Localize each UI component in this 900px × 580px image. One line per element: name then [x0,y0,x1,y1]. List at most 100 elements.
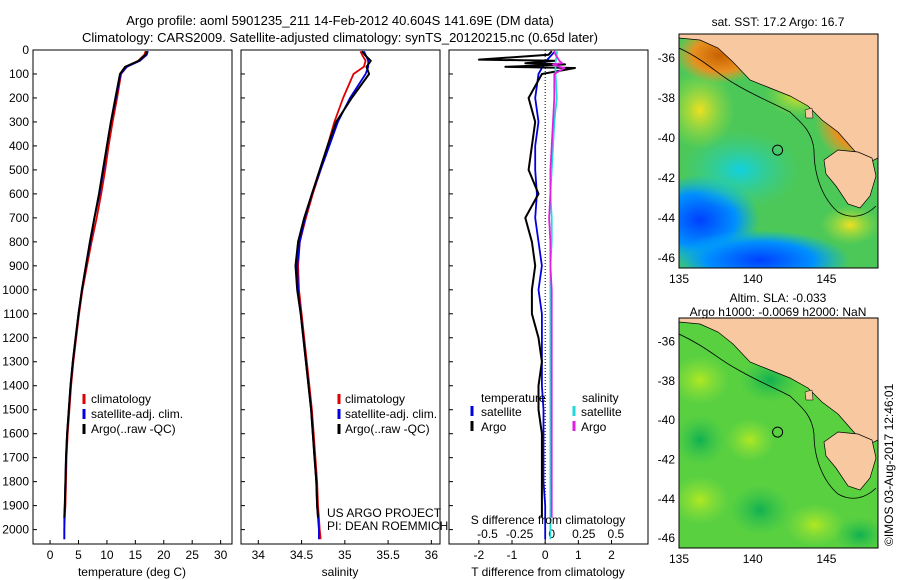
tasmania [823,431,877,491]
difference-xlabel-top: S difference from climatology [471,513,626,527]
map-y-tick-label: -40 [658,131,676,145]
x-tick-label: 0 [542,548,549,562]
y-tick-label: 1800 [2,475,29,489]
difference-axes [448,49,649,545]
map-y-tick-label: -36 [658,51,676,65]
map-y-tick-label: -38 [658,91,676,105]
temperature-series [63,50,149,540]
y-tick-label: 100 [9,67,29,81]
legend-climatology: climatology [91,392,151,406]
map-y-tick-label: -46 [658,531,676,545]
y-tick-label: 1400 [2,379,29,393]
salinity-series [294,50,372,540]
legend-t-satellite: satellite [481,405,522,419]
map-y-tick-label: -42 [658,171,676,185]
figure-title: Argo profile: aoml 5901235_211 14-Feb-20… [126,13,554,28]
temperature-xlabel: temperature (deg C) [78,565,186,579]
map-y-tick-label: -36 [658,335,676,349]
series-line-satellite-adj-clim- [296,50,370,540]
x-tick-label: 25 [186,548,200,562]
series-line-climatology [297,50,367,540]
x-tick-label: 35 [338,548,352,562]
series-line-climatology [63,50,147,540]
difference-series [477,50,576,544]
x-tick-label: 1 [575,548,582,562]
x-tick-label: 34.5 [290,548,314,562]
x2-tick-label: -0.25 [506,527,534,541]
map-x-tick-label: 145 [816,552,836,566]
sla-map-subtitle: Argo h1000: -0.0069 h2000: NaN [690,305,867,319]
series-line-argo-raw-qc- [63,50,148,518]
y-tick-label: 900 [9,259,29,273]
legend-temperature-title: temperature [481,391,546,405]
legend-t-argo: Argo [481,420,507,434]
temperature-axes [32,49,233,545]
sst-map-frame [678,33,879,269]
y-tick-label: 300 [9,115,29,129]
x2-tick-label: 0 [548,527,555,541]
x-tick-label: 5 [75,548,82,562]
x-tick-label: -2 [474,548,485,562]
isobath-contour [679,333,877,499]
legend-s-satellite: satellite [581,405,622,419]
series-line-satellite-adj-clim- [63,50,149,540]
argo-float-marker [772,426,784,438]
sst-cold-patch [679,230,850,268]
map-y-tick-label: -42 [658,453,676,467]
y-tick-label: 1600 [2,427,29,441]
sst-map [679,34,878,268]
y-tick-label: 200 [9,91,29,105]
x-tick-label: 34 [252,548,266,562]
map-x-tick-label: 145 [816,272,836,286]
salinity-xlabel: salinity [322,565,359,579]
map-x-tick-label: 140 [743,272,763,286]
sla-high-patch [679,475,730,525]
sla-low-patch [730,485,790,535]
map-y-tick-label: -46 [658,251,676,265]
sla-low-patch [835,517,878,548]
legend-satellite: satellite-adj. clim. [91,407,183,421]
sla-map-frame [678,317,879,549]
sst-warm-patch [679,70,735,150]
x-tick-label: 36 [425,548,439,562]
figure-subtitle: Climatology: CARS2009. Satellite-adjuste… [82,30,598,45]
sla-map [679,318,878,548]
sla-map-title: Altim. SLA: -0.033 [730,291,827,305]
legend-climatology: climatology [345,392,405,406]
sst-map-title: sat. SST: 17.2 Argo: 16.7 [712,15,845,29]
series-line-argo-raw-qc- [294,50,372,518]
x2-tick-label: 0.25 [572,527,596,541]
series-line-s-argo [548,50,566,518]
salinity-axes [240,49,441,545]
map-y-tick-label: -38 [658,374,676,388]
pi-annotation: PI: DEAN ROEMMICH [327,519,448,533]
sst-cool-patch [680,130,800,210]
legend-satellite: satellite-adj. clim. [345,407,437,421]
y-tick-label: 1300 [2,355,29,369]
y-tick-label: 500 [9,163,29,177]
y-tick-label: 1500 [2,403,29,417]
y-tick-label: 1000 [2,283,29,297]
x-tick-label: 0 [47,548,54,562]
series-line-t-satellite [534,50,556,540]
y-tick-label: 700 [9,211,29,225]
map-x-tick-label: 140 [743,552,763,566]
x-tick-label: 2 [608,548,615,562]
temperature-legend: climatology satellite-adj. clim. Argo(..… [82,392,183,436]
difference-legend: temperature satellite Argo salinity sate… [470,391,622,434]
sla-high-patch [785,503,845,547]
legend-s-argo: Argo [581,420,607,434]
x2-tick-label: 0.5 [608,527,625,541]
map-y-tick-label: -44 [658,492,676,506]
project-annotation: US ARGO PROJECT [327,506,442,520]
sla-high-patch [725,418,775,462]
sst-warm-patch [820,205,878,245]
map-y-tick-label: -40 [658,413,676,427]
x-tick-label: -1 [507,548,518,562]
y-tick-label: 1100 [3,307,29,321]
salinity-legend: climatology satellite-adj. clim. Argo(..… [327,392,448,533]
series-line-t-argo [477,50,576,518]
tasmania [823,149,877,209]
y-tick-label: 0 [22,43,29,57]
